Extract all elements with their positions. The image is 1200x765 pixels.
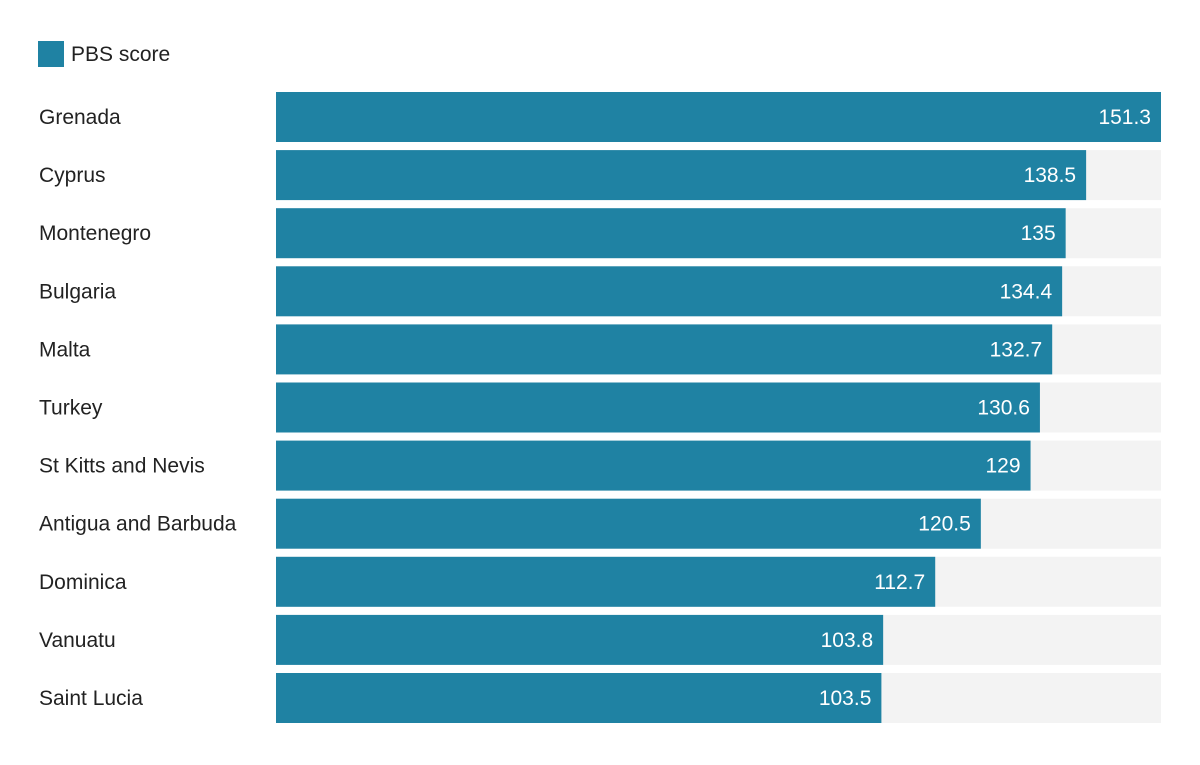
value-label: 135 (1021, 222, 1056, 245)
value-label: 132.7 (990, 338, 1043, 361)
bar (276, 324, 1053, 375)
category-label: Saint Lucia (39, 687, 143, 710)
category-label: Dominica (39, 571, 127, 594)
category-label: Turkey (39, 397, 103, 420)
bars (276, 92, 1161, 723)
value-label: 130.6 (977, 397, 1030, 420)
value-label: 112.7 (874, 571, 925, 594)
bar (276, 614, 884, 665)
bar (276, 92, 1161, 142)
category-label: Montenegro (39, 222, 151, 245)
category-label: Vanuatu (39, 629, 116, 652)
category-label: St Kitts and Nevis (39, 455, 205, 478)
bar (276, 673, 882, 723)
bar (276, 498, 981, 549)
category-label: Malta (39, 338, 91, 361)
value-label: 151.3 (1098, 106, 1151, 129)
value-label: 134.4 (1000, 280, 1053, 303)
value-label: 103.5 (819, 687, 872, 710)
bar (276, 208, 1066, 259)
value-label: 120.5 (918, 513, 971, 536)
bar (276, 382, 1040, 433)
category-label: Antigua and Barbuda (39, 513, 237, 536)
category-label: Bulgaria (39, 280, 116, 303)
value-label: 129 (986, 455, 1021, 478)
bar (276, 556, 936, 607)
bar (276, 440, 1031, 491)
bar (276, 266, 1063, 317)
value-label: 103.8 (821, 629, 874, 652)
legend-swatch (38, 41, 64, 67)
category-labels: Grenada Cyprus Montenegro Bulgaria Malta Turk… (39, 106, 237, 710)
bar (276, 150, 1087, 201)
legend: PBS score (38, 41, 170, 67)
category-label: Grenada (39, 106, 121, 129)
category-label: Cyprus (39, 164, 106, 187)
legend-label: PBS score (71, 43, 170, 66)
value-labels: 151.3 138.5 135 134.4 132.7 130.6 129 120.5 112.… (819, 106, 1151, 710)
value-label: 138.5 (1024, 164, 1077, 187)
